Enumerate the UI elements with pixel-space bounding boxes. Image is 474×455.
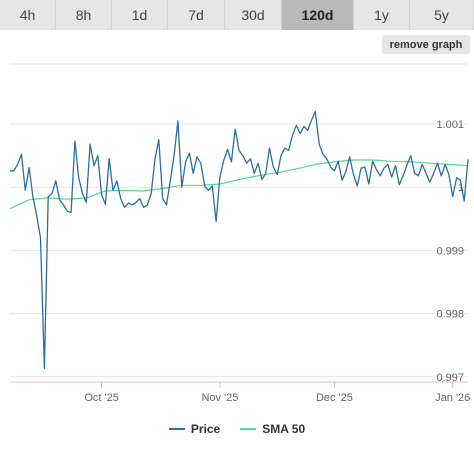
legend-price-label: Price	[190, 422, 221, 436]
x-tick-label: Oct '25	[84, 392, 119, 404]
tab-4h[interactable]: 4h	[0, 0, 56, 30]
remove-graph-button[interactable]: remove graph	[382, 35, 470, 54]
tab-7d[interactable]: 7d	[168, 0, 225, 30]
timeframe-tabs: 4h 8h 1d 7d 30d 120d 1y 5y	[0, 0, 474, 30]
legend-item-price[interactable]: Price	[168, 422, 221, 436]
y-tick-label: 0.999	[436, 245, 464, 257]
x-tick-label: Dec '25	[316, 392, 353, 404]
y-axis-labels: 1.001 1 0.999 0.998 0.997	[436, 119, 464, 384]
y-tick-label: 0.997	[436, 372, 464, 384]
tab-5y[interactable]: 5y	[410, 0, 474, 30]
y-tick-label: 1	[458, 182, 464, 194]
x-tick-label: Nov '25	[201, 392, 238, 404]
x-axis: Oct '25 Nov '25 Dec '25 Jan '26	[10, 381, 470, 404]
series-lines	[9, 110, 469, 370]
tab-1y[interactable]: 1y	[354, 0, 410, 30]
legend-item-sma[interactable]: SMA 50	[240, 422, 305, 436]
tab-8h[interactable]: 8h	[56, 0, 112, 30]
chart-legend: Price SMA 50	[0, 419, 474, 439]
tab-1d[interactable]: 1d	[112, 0, 168, 30]
tab-30d[interactable]: 30d	[225, 0, 282, 30]
y-tick-label: 0.998	[436, 309, 464, 321]
price-swatch	[168, 428, 185, 430]
chart-grid	[10, 63, 468, 378]
tab-120d[interactable]: 120d	[282, 0, 354, 30]
x-tick-label: Jan '26	[435, 392, 470, 404]
price-line	[10, 110, 469, 370]
sma-swatch	[240, 428, 257, 430]
y-tick-label: 1.001	[436, 119, 464, 131]
legend-sma-label: SMA 50	[262, 422, 306, 436]
